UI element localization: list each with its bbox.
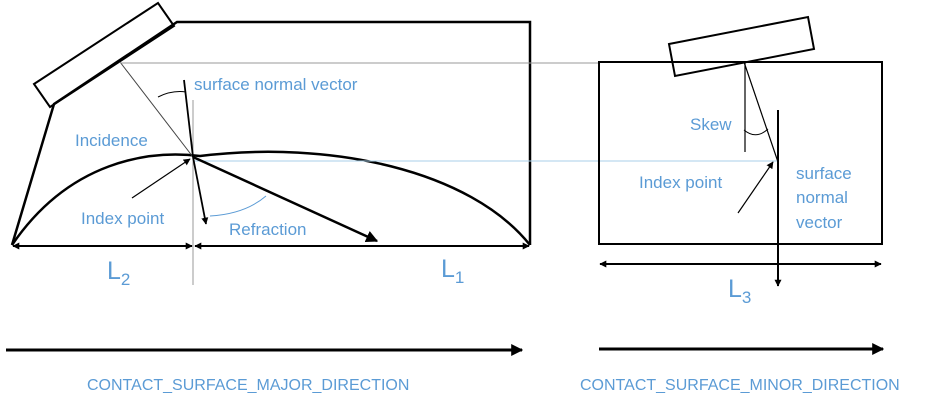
L1-sub: 1 [455,268,464,287]
L3-base: L [728,275,742,303]
L2-label: L2 [107,257,130,289]
surface-normal-vector-label: surface normal vector [194,75,358,94]
major-view: surface normal vector Incidence Index po… [6,1,778,394]
minor-index-point-label: Index point [639,173,722,192]
minor-index-point-pointer [737,161,774,214]
index-point-pointer [131,158,191,199]
minor-surface-normal-label-3: vector [796,213,843,232]
contact-surface-curve [10,150,531,246]
incidence-arc [157,91,187,98]
wedge-body-outline [10,20,532,246]
L1-base: L [441,255,455,283]
incidence-label: Incidence [75,131,148,150]
L2-sub: 2 [121,270,130,289]
minor-surface-normal-label-1: surface [796,164,852,183]
skew-arc [743,128,769,136]
minor-view: Skew Index point surface normal vector L… [580,15,900,394]
minor-surface-normal-label-2: normal [796,188,848,207]
L2-base: L [107,257,121,285]
minor-beam-line [743,61,779,163]
L3-sub: 3 [742,288,751,307]
refracted-beam-1 [192,156,209,225]
minor-wedge-body [598,61,883,245]
major-direction-label: CONTACT_SURFACE_MAJOR_DIRECTION [87,377,409,394]
refraction-label: Refraction [229,220,306,239]
L3-label: L3 [728,275,751,307]
surface-normal-line [183,79,194,158]
minor-direction-label: CONTACT_SURFACE_MINOR_DIRECTION [580,377,900,394]
minor-transducer-element [667,15,816,78]
transducer-element [32,1,176,109]
refracted-beam-2 [192,155,379,243]
skew-label: Skew [690,115,732,134]
index-point-label: Index point [81,209,164,228]
refraction-arc [209,195,267,217]
beam-center-line [119,61,194,158]
L1-label: L1 [441,255,464,287]
